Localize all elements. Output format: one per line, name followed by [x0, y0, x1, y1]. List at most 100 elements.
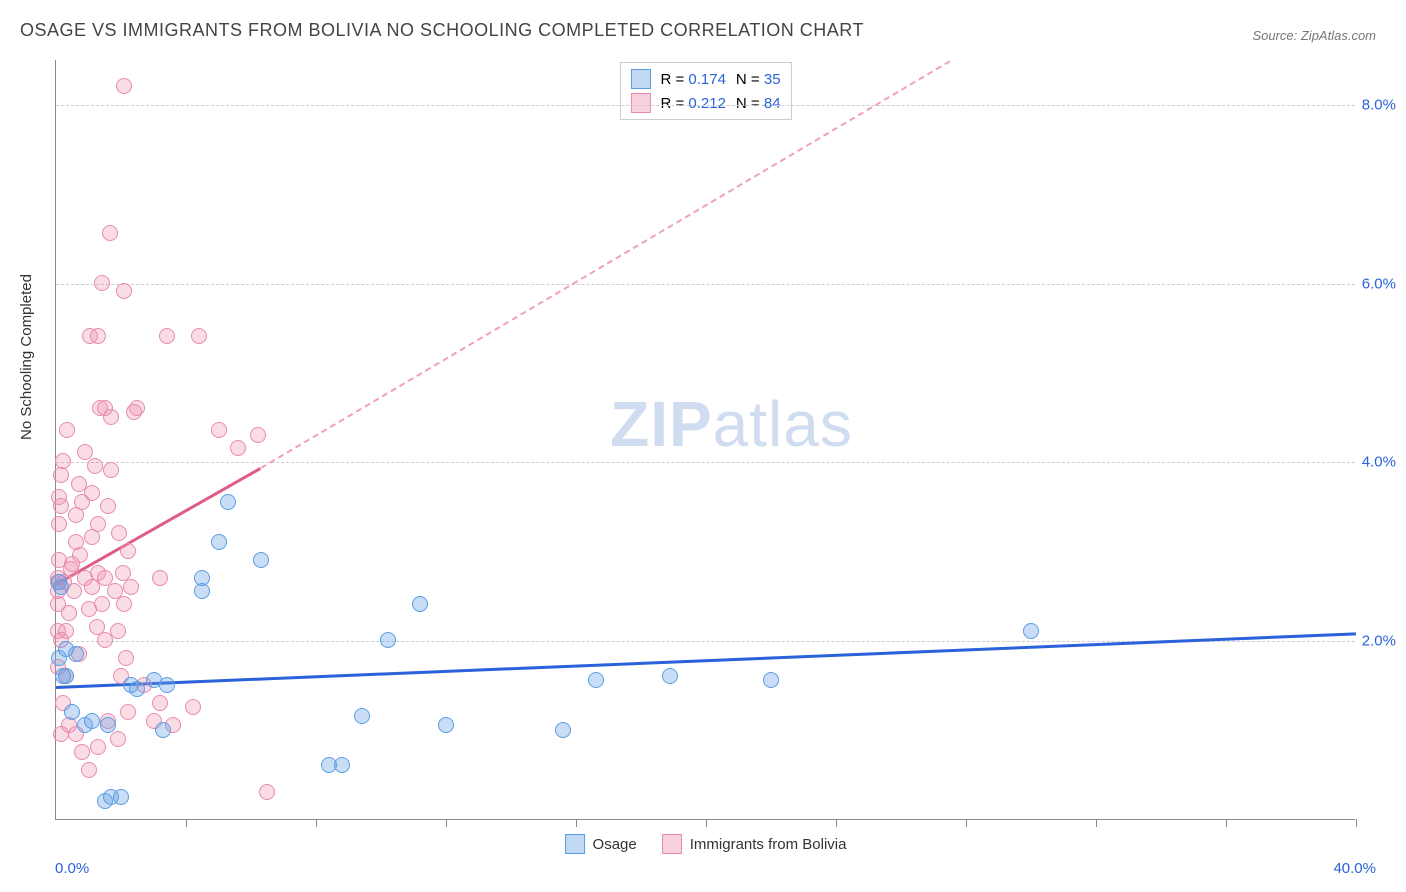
y-tick-label: 4.0% — [1362, 454, 1396, 471]
data-point — [354, 708, 370, 724]
x-tick-label: 0.0% — [55, 860, 89, 877]
x-tick — [316, 819, 317, 827]
data-point — [55, 668, 71, 684]
data-point — [92, 400, 108, 416]
data-point — [334, 757, 350, 773]
data-point — [159, 328, 175, 344]
data-point — [191, 328, 207, 344]
y-tick-label: 2.0% — [1362, 633, 1396, 650]
x-tick-label: 40.0% — [1333, 860, 1376, 877]
legend-item: Osage — [565, 834, 637, 854]
x-tick — [836, 819, 837, 827]
data-point — [53, 579, 69, 595]
data-point — [77, 444, 93, 460]
data-point — [129, 681, 145, 697]
data-point — [155, 722, 171, 738]
y-tick-label: 8.0% — [1362, 96, 1396, 113]
swatch-pink-icon — [662, 834, 682, 854]
stats-legend: R = 0.174 N = 35 R = 0.212 N = 84 — [619, 62, 791, 120]
data-point — [555, 722, 571, 738]
data-point — [763, 672, 779, 688]
x-tick — [1226, 819, 1227, 827]
data-point — [230, 440, 246, 456]
data-point — [118, 650, 134, 666]
data-point — [120, 543, 136, 559]
data-point — [412, 596, 428, 612]
data-point — [152, 570, 168, 586]
data-point — [74, 744, 90, 760]
stats-legend-row: R = 0.174 N = 35 — [630, 67, 780, 91]
swatch-blue-icon — [630, 69, 650, 89]
data-point — [90, 516, 106, 532]
data-point — [61, 605, 77, 621]
gridline-h — [56, 462, 1355, 463]
x-tick — [966, 819, 967, 827]
data-point — [194, 583, 210, 599]
data-point — [84, 713, 100, 729]
scatter-plot-area: ZIPatlas R = 0.174 N = 35 R = 0.212 N = … — [55, 60, 1355, 820]
x-tick — [706, 819, 707, 827]
data-point — [82, 328, 98, 344]
data-point — [120, 704, 136, 720]
data-point — [110, 731, 126, 747]
x-tick — [446, 819, 447, 827]
data-point — [185, 699, 201, 715]
data-point — [159, 677, 175, 693]
data-point — [87, 458, 103, 474]
data-point — [250, 427, 266, 443]
data-point — [116, 283, 132, 299]
trend-line — [260, 60, 950, 469]
data-point — [220, 494, 236, 510]
data-point — [90, 739, 106, 755]
watermark: ZIPatlas — [610, 387, 853, 461]
legend-item: Immigrants from Bolivia — [662, 834, 847, 854]
data-point — [211, 534, 227, 550]
data-point — [123, 579, 139, 595]
gridline-h — [56, 284, 1355, 285]
data-point — [438, 717, 454, 733]
data-point — [113, 789, 129, 805]
data-point — [662, 668, 678, 684]
series-legend: Osage Immigrants from Bolivia — [565, 834, 847, 854]
chart-title: OSAGE VS IMMIGRANTS FROM BOLIVIA NO SCHO… — [20, 20, 864, 41]
swatch-blue-icon — [565, 834, 585, 854]
data-point — [68, 646, 84, 662]
data-point — [1023, 623, 1039, 639]
data-point — [89, 619, 105, 635]
data-point — [100, 498, 116, 514]
x-tick — [186, 819, 187, 827]
x-tick — [1096, 819, 1097, 827]
data-point — [211, 422, 227, 438]
data-point — [103, 462, 119, 478]
data-point — [63, 561, 79, 577]
data-point — [588, 672, 604, 688]
data-point — [81, 762, 97, 778]
source-attribution: Source: ZipAtlas.com — [1252, 28, 1376, 43]
data-point — [64, 704, 80, 720]
y-axis-label: No Schooling Completed — [18, 274, 35, 440]
stats-legend-row: R = 0.212 N = 84 — [630, 91, 780, 115]
data-point — [53, 726, 69, 742]
data-point — [111, 525, 127, 541]
y-tick-label: 6.0% — [1362, 275, 1396, 292]
data-point — [253, 552, 269, 568]
data-point — [259, 784, 275, 800]
data-point — [94, 596, 110, 612]
data-point — [84, 485, 100, 501]
data-point — [58, 623, 74, 639]
data-point — [102, 225, 118, 241]
data-point — [116, 78, 132, 94]
gridline-h — [56, 105, 1355, 106]
chart-container: OSAGE VS IMMIGRANTS FROM BOLIVIA NO SCHO… — [0, 0, 1406, 892]
x-tick — [1356, 819, 1357, 827]
data-point — [100, 717, 116, 733]
data-point — [94, 275, 110, 291]
data-point — [116, 596, 132, 612]
data-point — [380, 632, 396, 648]
data-point — [129, 400, 145, 416]
data-point — [110, 623, 126, 639]
swatch-pink-icon — [630, 93, 650, 113]
x-tick — [576, 819, 577, 827]
data-point — [55, 453, 71, 469]
data-point — [53, 498, 69, 514]
